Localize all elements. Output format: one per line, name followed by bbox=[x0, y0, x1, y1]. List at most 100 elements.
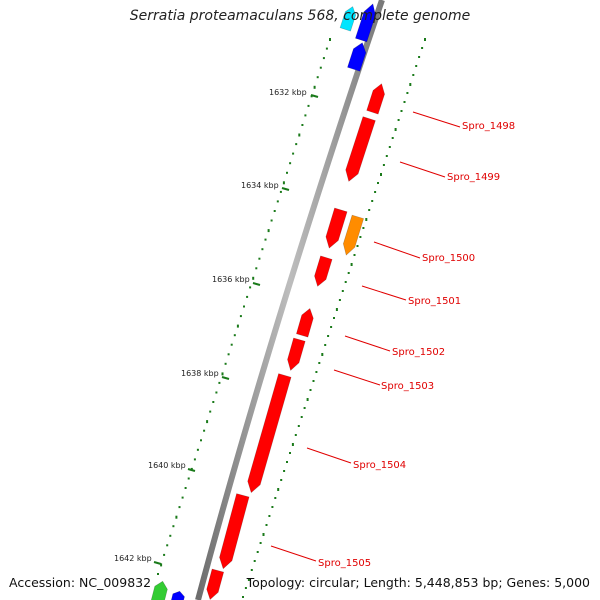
gc-dot-outer bbox=[253, 560, 256, 562]
gc-dot-inner bbox=[163, 553, 166, 556]
gc-dot-outer bbox=[356, 245, 359, 247]
gene-label-spro-1501: Spro_1501 bbox=[408, 296, 461, 307]
gc-dot-inner bbox=[255, 267, 258, 270]
leader-spro-1499 bbox=[399, 161, 446, 178]
gc-dot-inner bbox=[258, 257, 261, 260]
gc-dot-inner bbox=[273, 210, 276, 212]
genome-backbone bbox=[195, 0, 385, 600]
gc-dot-outer bbox=[380, 173, 382, 176]
tick-1634: 1634 kbp bbox=[241, 181, 279, 190]
gc-dot-outer bbox=[271, 506, 274, 508]
gc-dot-inner bbox=[172, 525, 175, 528]
gc-dot-outer bbox=[327, 335, 330, 337]
gc-dot-outer bbox=[315, 371, 318, 373]
gc-dot-inner bbox=[236, 324, 239, 328]
gene-label-spro-1498: Spro_1498 bbox=[462, 121, 515, 132]
gc-dot-outer bbox=[353, 254, 356, 256]
gc-dot-outer bbox=[297, 425, 300, 427]
gc-dot-outer bbox=[362, 227, 365, 229]
gc-dot-inner bbox=[218, 381, 221, 384]
gc-dot-inner bbox=[270, 219, 273, 222]
tick-1634-mark bbox=[281, 187, 290, 191]
gc-dot-inner bbox=[221, 372, 224, 376]
gc-dot-outer bbox=[294, 434, 297, 436]
gc-dot-inner bbox=[307, 104, 310, 107]
gc-dot-inner bbox=[329, 38, 331, 41]
gc-dot-outer bbox=[244, 587, 247, 589]
gc-dot-inner bbox=[295, 143, 298, 146]
gc-dot-outer bbox=[324, 344, 327, 346]
gene-label-spro-1502: Spro_1502 bbox=[392, 347, 445, 358]
gc-dot-outer bbox=[291, 443, 294, 446]
gc-dot-inner bbox=[203, 429, 206, 432]
gc-dot-outer bbox=[300, 416, 303, 418]
genome-title: Serratia proteamaculans 568, complete ge… bbox=[129, 8, 471, 24]
gc-dot-outer bbox=[321, 353, 324, 356]
gc-dot-inner bbox=[246, 295, 249, 298]
leader-spro-1505 bbox=[270, 545, 317, 562]
gc-dot-outer bbox=[374, 191, 377, 193]
gc-dot-inner bbox=[298, 133, 301, 137]
gene-arrow-spro-1500 bbox=[342, 214, 364, 256]
gene-arrow-cyan bbox=[339, 6, 357, 32]
gc-dot-outer bbox=[289, 452, 291, 454]
gene-arrow-bottom-red bbox=[206, 568, 225, 600]
gc-dot-outer bbox=[400, 110, 403, 112]
tick-1636: 1636 kbp bbox=[212, 275, 250, 284]
gc-dot-outer bbox=[365, 218, 368, 221]
gc-dot-outer bbox=[259, 542, 262, 544]
tick-1638-mark bbox=[221, 376, 230, 380]
gc-dot-outer bbox=[338, 299, 341, 301]
gc-dot-inner bbox=[206, 420, 209, 424]
gc-dot-inner bbox=[193, 458, 196, 461]
gc-dot-outer bbox=[421, 47, 424, 49]
gene-label-spro-1500: Spro_1500 bbox=[422, 253, 475, 264]
gc-dot-inner bbox=[224, 362, 227, 365]
gene-label-spro-1505: Spro_1505 bbox=[318, 558, 371, 569]
gc-dot-inner bbox=[279, 190, 282, 193]
kbp-ticks: 1632 kbp 1634 kbp 1636 kbp 1638 kbp 1640… bbox=[114, 88, 319, 565]
gc-dot-inner bbox=[267, 229, 270, 233]
gc-dot-inner bbox=[200, 439, 202, 442]
gc-dot-inner bbox=[227, 353, 230, 356]
gc-dot-outer bbox=[242, 596, 244, 598]
gene-arrow-spro-1505 bbox=[219, 493, 250, 570]
gc-dot-outer bbox=[247, 578, 250, 581]
gc-dot-inner bbox=[286, 171, 288, 174]
gc-dot-inner bbox=[212, 401, 215, 403]
gc-dot-inner bbox=[289, 162, 292, 165]
gc-dot-inner bbox=[310, 95, 313, 98]
gc-dot-outer bbox=[397, 119, 400, 121]
gc-dot-outer bbox=[280, 479, 283, 481]
gc-dot-outer bbox=[268, 515, 271, 517]
gene-arrow-spro-1498 bbox=[366, 83, 385, 115]
tick-1638: 1638 kbp bbox=[181, 369, 219, 378]
gene-arrow-blue-bottom bbox=[171, 590, 185, 600]
tick-1642-mark bbox=[153, 561, 162, 565]
leader-spro-1502 bbox=[344, 335, 391, 352]
gene-arrow-blue-top bbox=[355, 3, 376, 43]
gc-dot-inner bbox=[282, 181, 285, 185]
gc-dot-inner bbox=[184, 487, 187, 489]
gene-arrow-green bbox=[150, 580, 168, 600]
leader-spro-1500 bbox=[373, 241, 421, 259]
gc-dot-inner bbox=[325, 47, 328, 50]
gc-dot-outer bbox=[333, 317, 335, 319]
gene-arrow-blue-mid bbox=[347, 42, 367, 72]
gc-dot-outer bbox=[265, 524, 268, 526]
gc-dot-outer bbox=[406, 92, 409, 94]
gc-dot-outer bbox=[277, 488, 280, 491]
gc-dot-inner bbox=[160, 563, 163, 567]
gene-labels: Spro_1498 Spro_1499 Spro_1500 Spro_1501 … bbox=[270, 111, 515, 569]
gc-dot-outer bbox=[359, 236, 362, 238]
tick-1640-mark bbox=[187, 468, 196, 472]
gc-dot-outer bbox=[394, 128, 397, 131]
gc-dot-inner bbox=[243, 305, 245, 308]
gene-arrow-spro-1504 bbox=[247, 373, 292, 494]
gene-arrow-spro-1502 bbox=[296, 307, 314, 338]
gc-dot-inner bbox=[239, 315, 242, 318]
gc-dot-outer bbox=[344, 281, 347, 283]
gc-dot-outer bbox=[312, 380, 315, 382]
tick-1640: 1640 kbp bbox=[148, 461, 186, 470]
